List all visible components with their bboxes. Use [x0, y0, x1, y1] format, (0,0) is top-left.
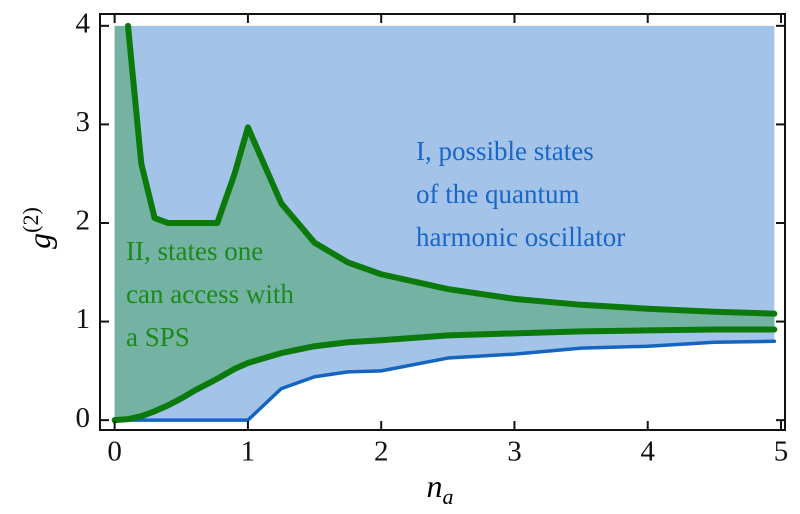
series-line: [112, 339, 777, 422]
y-tick-label: 3: [76, 106, 91, 138]
annotation: harmonic oscillator: [416, 222, 625, 252]
annotation: a SPS: [126, 322, 190, 352]
y-tick-label: 2: [76, 205, 91, 237]
x-tick-label: 1: [241, 436, 256, 468]
x-label-sub: a: [443, 484, 454, 509]
annotation: of the quantum: [416, 179, 579, 209]
x-tick-label: 0: [107, 436, 122, 468]
annotation: II, states one: [126, 236, 263, 266]
series-line: [111, 326, 778, 424]
y-label-base: g: [21, 233, 57, 249]
y-tick-label: 0: [76, 402, 91, 434]
y-label-sup: (2): [18, 207, 43, 233]
series-line: [124, 22, 778, 317]
plot-area: I, possible states of the quantum harmonic…: [76, 7, 789, 467]
x-axis-label: na: [427, 468, 454, 509]
y-tick-label: 4: [76, 7, 91, 39]
x-tick-label: 4: [640, 436, 655, 468]
x-tick-label: 2: [374, 436, 389, 468]
y-axis-label: g(2): [18, 207, 57, 249]
region-fill: [114, 25, 775, 421]
annotation: can access with: [126, 279, 294, 309]
x-label-base: n: [427, 468, 443, 504]
x-tick-label: 3: [507, 436, 522, 468]
x-tick-label: 5: [774, 436, 789, 468]
y-tick-label: 1: [76, 303, 91, 335]
annotation: I, possible states: [416, 136, 594, 166]
